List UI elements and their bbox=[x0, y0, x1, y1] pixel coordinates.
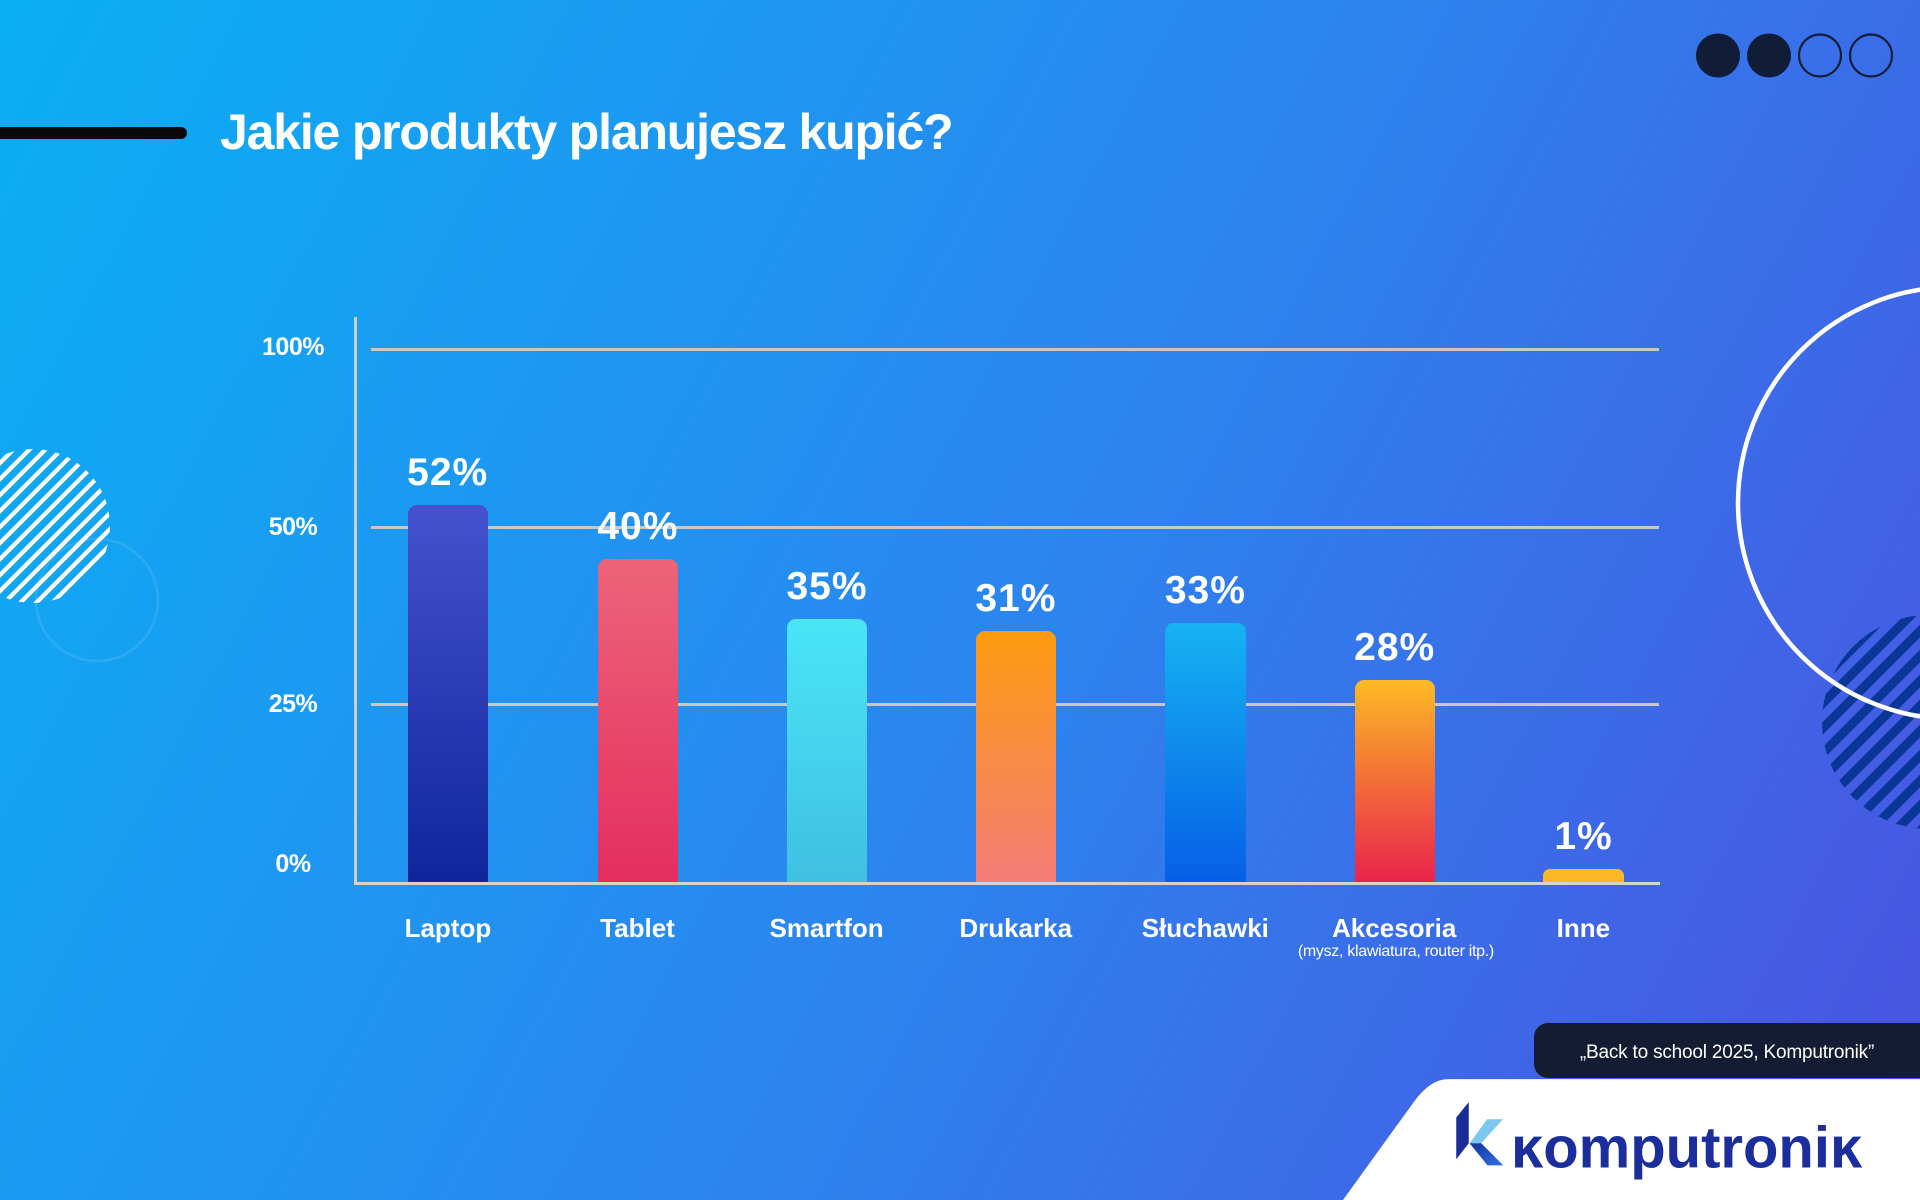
svg-text:ĸomputroniĸ: ĸomputroniĸ bbox=[1511, 1116, 1863, 1181]
